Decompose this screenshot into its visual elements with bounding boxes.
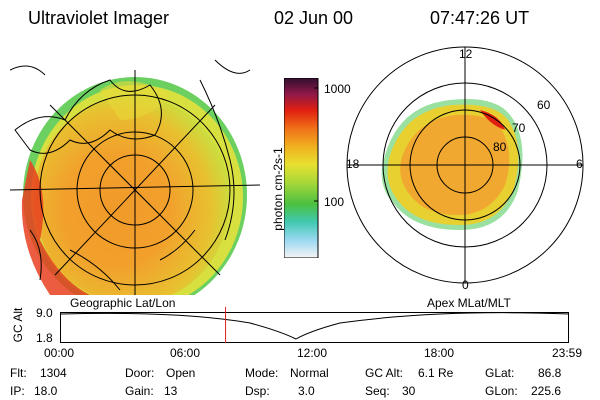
- time-tick-2359: 23:59: [552, 346, 583, 360]
- status-ip-label: IP:: [10, 384, 25, 398]
- time-tick-0000: 00:00: [44, 346, 75, 360]
- time-label: 07:47:26 UT: [430, 8, 530, 28]
- status-glat-value: 86.8: [538, 366, 562, 380]
- magnetic-panel-label: Apex MLat/MLT: [427, 296, 511, 310]
- status-mode-value: Normal: [290, 366, 329, 380]
- geographic-panel-label: Geographic Lat/Lon: [70, 296, 176, 310]
- status-flt-label: Flt:: [10, 366, 27, 380]
- date-label: 02 Jun 00: [274, 8, 354, 28]
- intensity-color-bar: [284, 78, 319, 258]
- colorbar-unit-label: photon cm-2s-1: [271, 147, 285, 231]
- mlt-label-18: 18: [346, 157, 360, 171]
- mlt-label-6: 6: [576, 157, 583, 171]
- colorbar-tick-1000: 1000: [324, 82, 351, 96]
- mlat-label-80: 80: [493, 140, 507, 154]
- status-door-label: Door:: [125, 366, 155, 380]
- altitude-axis-title: GC Alt: [11, 307, 25, 343]
- status-door-value: Open: [166, 366, 196, 380]
- time-tick-1200: 12:00: [297, 346, 328, 360]
- status-gcalt-value: 6.1 Re: [418, 366, 454, 380]
- status-glat-label: GLat:: [485, 366, 515, 380]
- status-glon-value: 225.6: [531, 384, 562, 398]
- colorbar-tick-100: 100: [324, 195, 345, 209]
- status-dsp-label: Dsp:: [245, 384, 270, 398]
- status-seq-label: Seq:: [365, 384, 390, 398]
- app-title: Ultraviolet Imager: [28, 8, 170, 28]
- mlat-label-70: 70: [512, 121, 526, 135]
- geographic-auroral-image: [10, 59, 260, 295]
- status-flt-value: 1304: [40, 366, 67, 380]
- status-ip-value: 18.0: [34, 384, 58, 398]
- status-gain-value: 13: [164, 384, 178, 398]
- status-gain-label: Gain:: [125, 384, 154, 398]
- status-gcalt-label: GC Alt:: [365, 366, 404, 380]
- mlt-label-12: 12: [459, 47, 473, 61]
- magnetic-polar-plot: [346, 46, 584, 284]
- status-mode-label: Mode:: [245, 366, 279, 380]
- time-tick-0600: 06:00: [170, 346, 201, 360]
- mlat-label-60: 60: [537, 98, 551, 112]
- altitude-tick-1.8: 1.8: [36, 331, 53, 345]
- status-dsp-value: 3.0: [298, 384, 315, 398]
- altitude-tick-9: 9.0: [36, 306, 53, 320]
- status-seq-value: 30: [402, 384, 416, 398]
- time-tick-1800: 18:00: [424, 346, 455, 360]
- altitude-timeline-plot: [60, 307, 570, 343]
- status-glon-label: GLon:: [485, 384, 518, 398]
- mlt-label-0: 0: [462, 278, 469, 292]
